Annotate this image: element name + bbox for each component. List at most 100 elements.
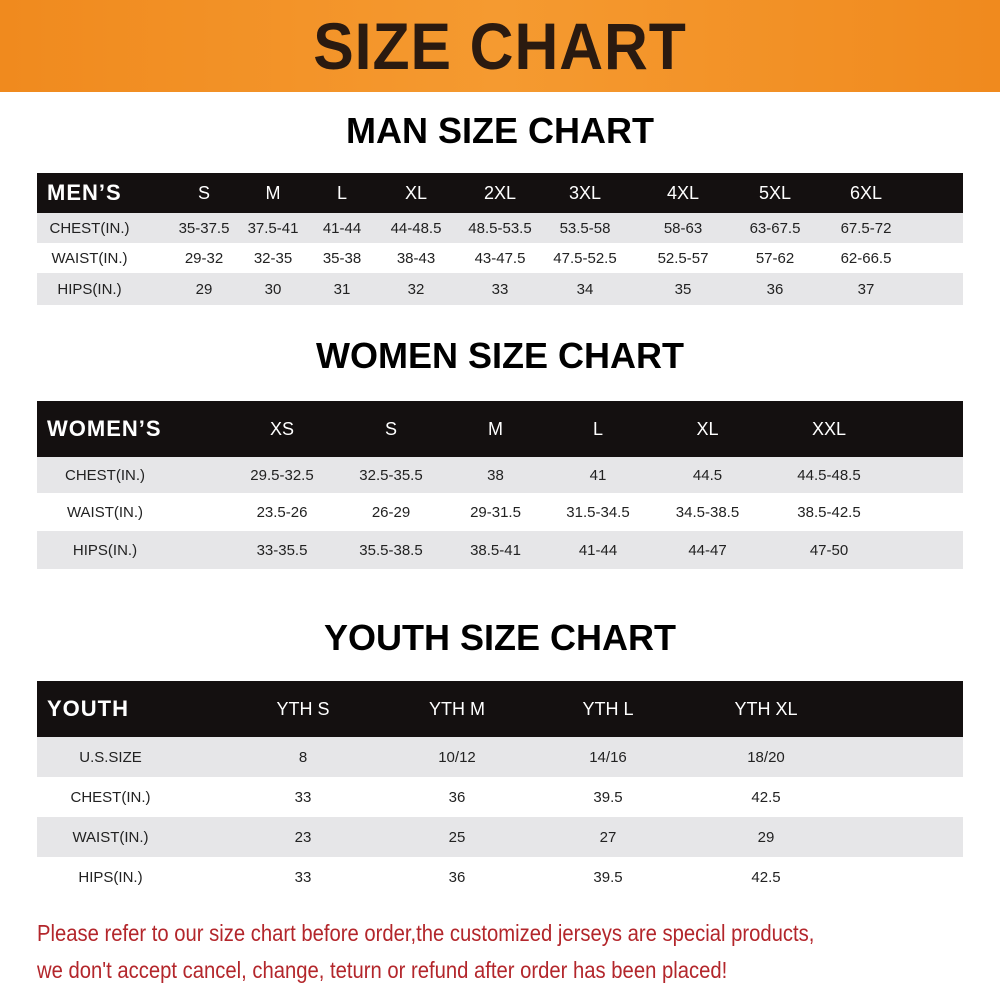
table-cell: 41 — [589, 466, 607, 484]
table-row: WAIST(IN.) 29-32 32-35 35-38 38-43 43-47.5 47.… — [37, 243, 963, 273]
size-header: 5XL — [758, 182, 792, 203]
table-cell: 34.5-38.5 — [675, 503, 740, 521]
row-label: WAIST(IN.) — [51, 249, 128, 267]
table-cell: 36 — [448, 868, 466, 886]
table-cell: 39.5 — [593, 868, 623, 886]
table-cell: 31 — [333, 280, 351, 298]
table-cell: 23.5-26 — [256, 503, 308, 521]
men-title: MAN SIZE CHART — [346, 110, 654, 151]
notice-line-2: we don't accept cancel, change, teturn o… — [37, 957, 728, 983]
table-cell: 57-62 — [755, 249, 795, 267]
table-cell: 52.5-57 — [657, 249, 709, 267]
table-cell: 48.5-53.5 — [468, 219, 532, 237]
table-cell: 33-35.5 — [256, 541, 308, 559]
table-cell: 47-50 — [809, 541, 849, 559]
size-header: XXL — [811, 418, 847, 439]
size-header: M — [265, 182, 281, 203]
table-cell: 44-47 — [688, 541, 727, 559]
table-cell: 37.5-41 — [247, 219, 299, 237]
table-cell: 36 — [766, 280, 784, 298]
table-row: HIPS(IN.) 33 36 39.5 42.5 — [37, 857, 963, 897]
row-label: WAIST(IN.) — [72, 828, 149, 846]
size-header: L — [592, 418, 603, 439]
row-label: HIPS(IN.) — [72, 541, 138, 559]
youth-title: YOUTH SIZE CHART — [323, 617, 676, 658]
table-cell: 30 — [264, 280, 282, 298]
row-label: HIPS(IN.) — [78, 868, 143, 886]
size-header: 2XL — [483, 182, 517, 203]
table-cell: 41-44 — [578, 541, 618, 559]
table-cell: 26-29 — [371, 503, 411, 521]
table-cell: 35.5-38.5 — [359, 541, 423, 559]
table-header-row: MEN’S S M L XL 2XL 3XL 4XL 5XL 6XL — [37, 173, 963, 213]
table-row: HIPS(IN.) 33-35.5 35.5-38.5 38.5-41 41-44 44-… — [37, 531, 963, 569]
table-cell: 29 — [757, 828, 775, 846]
size-header: S — [384, 418, 397, 439]
table-header-row: YOUTH YTH S YTH M YTH L YTH XL — [37, 681, 963, 737]
table-cell: 44.5 — [692, 466, 723, 484]
size-header: M — [488, 418, 503, 439]
table-cell: 38.5-41 — [470, 541, 521, 559]
row-label: WAIST(IN.) — [66, 503, 144, 521]
table-cell: 67.5-72 — [840, 219, 892, 237]
table-cell: 33 — [491, 280, 509, 298]
table-cell: 31.5-34.5 — [566, 503, 630, 521]
table-cell: 62-66.5 — [840, 249, 892, 267]
size-header: L — [336, 182, 347, 203]
table-cell: 29-31.5 — [470, 503, 521, 521]
men-size-table: MEN’S S M L XL 2XL 3XL 4XL 5XL 6XL CHEST(IN.) 35-37… — [37, 173, 963, 305]
table-cell: 32 — [407, 280, 425, 298]
table-cell: 37 — [857, 280, 875, 298]
table-cell: 34 — [576, 280, 594, 298]
notice-line-1: Please refer to our size chart before or… — [37, 920, 815, 946]
table-cell: 32-35 — [253, 249, 293, 267]
table-cell: 33 — [294, 868, 312, 886]
table-cell: 63-67.5 — [749, 219, 801, 237]
table-cell: 35 — [674, 280, 692, 298]
table-cell: 44-48.5 — [390, 219, 442, 237]
size-header: 3XL — [568, 182, 602, 203]
row-label: CHEST(IN.) — [70, 788, 151, 806]
size-header: YTH L — [582, 698, 634, 719]
table-cell: 41-44 — [322, 219, 362, 237]
table-cell: 32.5-35.5 — [359, 466, 423, 484]
table-cell: 35-38 — [322, 249, 362, 267]
table-cell: 29.5-32.5 — [250, 466, 314, 484]
size-header: YTH M — [429, 698, 485, 719]
youth-size-table: YOUTH YTH S YTH M YTH L YTH XL U.S.SIZE 8 10/12… — [37, 681, 963, 897]
size-header: 4XL — [666, 182, 700, 203]
table-header-row: WOMEN’S XS S M L XL XXL — [37, 401, 963, 457]
table-cell: 43-47.5 — [474, 249, 526, 267]
size-chart-banner: SIZE CHART — [0, 0, 1000, 92]
table-cell: 42.5 — [751, 868, 781, 886]
row-label: U.S.SIZE — [79, 748, 142, 766]
banner-title: SIZE CHART — [313, 9, 687, 83]
table-cell: 38 — [487, 466, 504, 484]
table-row: CHEST(IN.) 29.5-32.5 32.5-35.5 38 41 44.5 44.5… — [37, 457, 963, 493]
table-cell: 25 — [448, 828, 466, 846]
table-cell: 35-37.5 — [178, 219, 230, 237]
size-header: 6XL — [849, 182, 883, 203]
size-header: XS — [269, 418, 294, 439]
women-title: WOMEN SIZE CHART — [316, 335, 684, 376]
table-row: WAIST(IN.) 23.5-26 26-29 29-31.5 31.5-34.5 34… — [37, 493, 963, 531]
table-cell: 53.5-58 — [559, 219, 611, 237]
table-header-label: WOMEN’S — [47, 416, 162, 441]
table-cell: 29-32 — [184, 249, 224, 267]
table-cell: 18/20 — [747, 748, 785, 766]
table-cell: 23 — [294, 828, 312, 846]
table-header-label: YOUTH — [47, 696, 129, 721]
table-cell: 58-63 — [663, 219, 703, 237]
table-cell: 27 — [599, 828, 617, 846]
row-label: CHEST(IN.) — [65, 466, 145, 484]
table-cell: 33 — [294, 788, 312, 806]
table-row: CHEST(IN.) 35-37.5 37.5-41 41-44 44-48.5 48.5… — [37, 213, 963, 243]
table-cell: 39.5 — [593, 788, 623, 806]
table-cell: 29 — [195, 280, 213, 298]
table-cell: 14/16 — [589, 748, 627, 766]
size-header: XL — [404, 182, 428, 203]
table-cell: 47.5-52.5 — [553, 249, 617, 267]
table-row: HIPS(IN.) 29 30 31 32 33 34 35 36 37 — [37, 273, 963, 305]
table-cell: 38-43 — [396, 249, 436, 267]
table-row: WAIST(IN.) 23 25 27 29 — [37, 817, 963, 857]
